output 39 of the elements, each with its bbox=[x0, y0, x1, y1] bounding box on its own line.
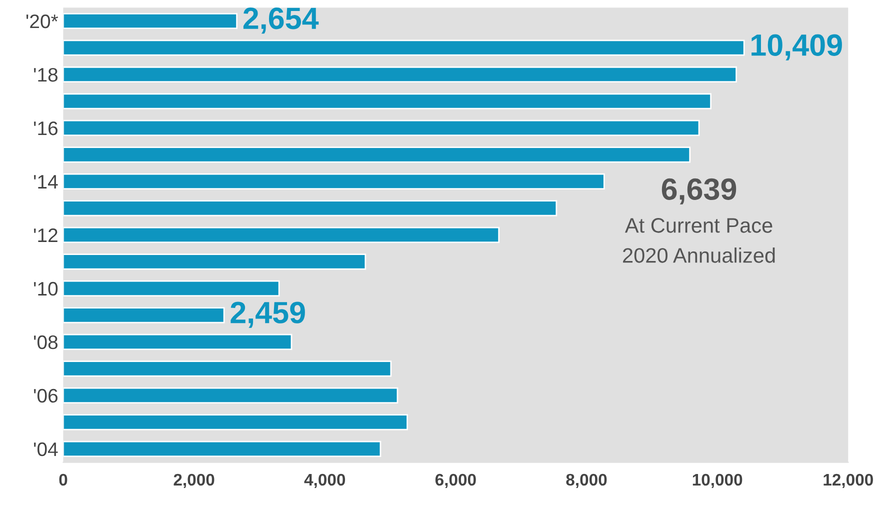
y-tick-label: '12 bbox=[34, 228, 58, 242]
x-tick-label: 12,000 bbox=[824, 474, 873, 488]
bar bbox=[63, 307, 225, 324]
x-tick-label: 6,000 bbox=[435, 474, 476, 488]
annotation: 6,639 bbox=[662, 178, 736, 204]
annotation: At Current Pace bbox=[624, 218, 772, 233]
y-tick-label: '20* bbox=[26, 14, 58, 28]
data-label: 2,459 bbox=[230, 302, 305, 328]
y-tick-label: '14 bbox=[34, 175, 58, 189]
bar bbox=[63, 254, 366, 270]
bar bbox=[63, 146, 691, 163]
x-tick-label: 2,000 bbox=[174, 474, 214, 488]
x-tick-label: 10,000 bbox=[692, 474, 742, 488]
bar bbox=[63, 387, 398, 404]
bar bbox=[63, 120, 700, 136]
x-tick-label: 8,000 bbox=[566, 474, 607, 488]
bar bbox=[63, 360, 392, 377]
bar bbox=[63, 226, 500, 243]
bar bbox=[63, 200, 558, 216]
bar bbox=[63, 440, 382, 457]
bar bbox=[63, 66, 737, 83]
bar bbox=[63, 93, 712, 110]
bar bbox=[63, 40, 745, 56]
y-tick-label: '18 bbox=[34, 68, 58, 82]
y-tick-label: '06 bbox=[34, 388, 58, 403]
y-tick-label: '08 bbox=[34, 335, 58, 350]
bar bbox=[63, 334, 292, 350]
y-tick-label: '10 bbox=[34, 282, 58, 296]
bar bbox=[63, 414, 408, 430]
bar bbox=[63, 12, 238, 30]
bar bbox=[63, 280, 280, 296]
y-tick-label: '04 bbox=[34, 442, 58, 456]
annotation: 2020 Annualized bbox=[623, 248, 775, 263]
x-tick-label: 4,000 bbox=[304, 474, 346, 488]
x-tick-label: 0 bbox=[59, 474, 68, 486]
bar bbox=[63, 173, 605, 190]
data-label: 2,654 bbox=[243, 8, 319, 34]
data-label: 10,409 bbox=[752, 34, 842, 60]
y-tick-label: '16 bbox=[34, 121, 58, 136]
